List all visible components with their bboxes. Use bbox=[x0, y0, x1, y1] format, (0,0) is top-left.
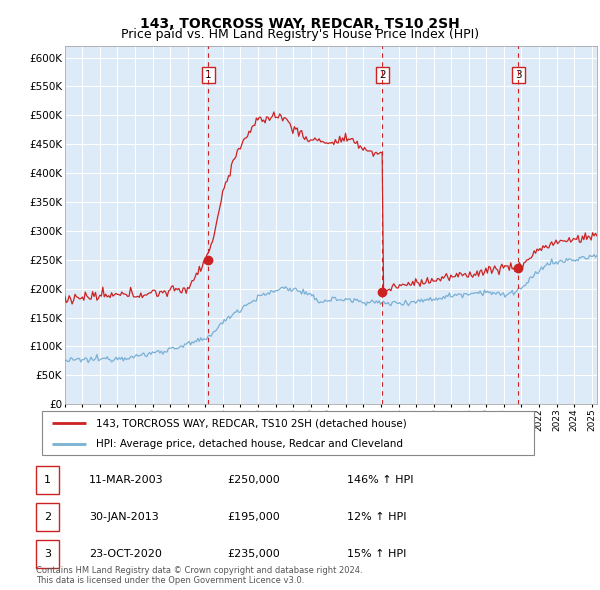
Text: 143, TORCROSS WAY, REDCAR, TS10 2SH (detached house): 143, TORCROSS WAY, REDCAR, TS10 2SH (det… bbox=[96, 418, 407, 428]
Text: 15% ↑ HPI: 15% ↑ HPI bbox=[347, 549, 406, 559]
Text: 3: 3 bbox=[515, 70, 521, 80]
Text: 11-MAR-2003: 11-MAR-2003 bbox=[89, 475, 163, 485]
Text: £195,000: £195,000 bbox=[227, 512, 280, 522]
FancyBboxPatch shape bbox=[42, 411, 534, 455]
Text: HPI: Average price, detached house, Redcar and Cleveland: HPI: Average price, detached house, Redc… bbox=[96, 438, 403, 448]
Text: 2: 2 bbox=[379, 70, 386, 80]
Text: 2: 2 bbox=[44, 512, 51, 522]
Text: Contains HM Land Registry data © Crown copyright and database right 2024.
This d: Contains HM Land Registry data © Crown c… bbox=[36, 566, 362, 585]
Text: £235,000: £235,000 bbox=[227, 549, 280, 559]
Text: 3: 3 bbox=[44, 549, 51, 559]
Text: 12% ↑ HPI: 12% ↑ HPI bbox=[347, 512, 406, 522]
Text: 30-JAN-2013: 30-JAN-2013 bbox=[89, 512, 158, 522]
Text: 146% ↑ HPI: 146% ↑ HPI bbox=[347, 475, 413, 485]
Text: 1: 1 bbox=[205, 70, 212, 80]
Text: Price paid vs. HM Land Registry's House Price Index (HPI): Price paid vs. HM Land Registry's House … bbox=[121, 28, 479, 41]
Text: 1: 1 bbox=[44, 475, 51, 485]
Text: 143, TORCROSS WAY, REDCAR, TS10 2SH: 143, TORCROSS WAY, REDCAR, TS10 2SH bbox=[140, 17, 460, 31]
Text: £250,000: £250,000 bbox=[227, 475, 280, 485]
Text: 23-OCT-2020: 23-OCT-2020 bbox=[89, 549, 161, 559]
